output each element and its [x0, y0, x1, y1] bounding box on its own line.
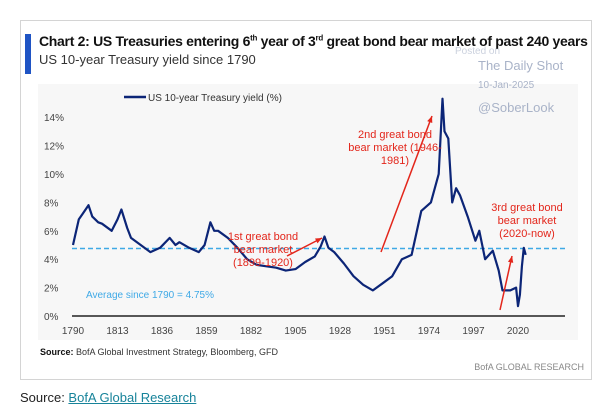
annotation-text: (2020-now) — [499, 228, 555, 240]
annotation-text: 2nd great bond — [358, 129, 432, 141]
accent-bar — [25, 34, 31, 74]
x-tick-label: 2020 — [507, 326, 530, 337]
annotation-arrow — [380, 115, 433, 253]
y-tick-label: 6% — [44, 227, 59, 238]
chart-source: Source: BofA Global Investment Strategy,… — [40, 347, 278, 357]
x-tick-label: 1836 — [151, 326, 174, 337]
annotation-text: 1981) — [381, 155, 409, 167]
annotation-text: bear market (1946- — [348, 142, 442, 154]
y-tick-label: 2% — [44, 284, 59, 295]
annotation-text: bear market — [234, 244, 293, 256]
y-tick-label: 8% — [44, 198, 59, 209]
watermark-name: The Daily Shot — [478, 58, 564, 73]
x-tick-label: 1951 — [373, 326, 396, 337]
x-tick-label: 1813 — [106, 326, 129, 337]
x-tick-label: 1974 — [418, 326, 441, 337]
y-tick-label: 0% — [44, 312, 59, 323]
arrow-head — [315, 238, 322, 244]
footer-source: Source: BofA Global Research — [20, 390, 197, 405]
watermark-handle: @SoberLook — [478, 100, 555, 115]
annotation-text: 3rd great bond — [491, 202, 563, 214]
arrow-head — [427, 116, 433, 123]
legend-label: US 10-year Treasury yield (%) — [148, 93, 282, 104]
watermark-posted: Posted on — [455, 46, 501, 57]
chart-subtitle: US 10-year Treasury yield since 1790 — [39, 52, 256, 67]
source-link[interactable]: BofA Global Research — [68, 390, 197, 405]
yield-series-line — [71, 97, 527, 308]
brand-label: BofA GLOBAL RESEARCH — [474, 362, 584, 372]
y-tick-label: 10% — [44, 170, 64, 181]
annotation-arrow — [499, 255, 513, 311]
annotation-text: bear market — [498, 215, 557, 227]
x-tick-label: 1928 — [329, 326, 352, 337]
x-tick-label: 1790 — [62, 326, 85, 337]
x-tick-label: 1859 — [195, 326, 218, 337]
plot-background — [38, 84, 578, 340]
x-tick-label: 1905 — [284, 326, 307, 337]
annotation-text: 1st great bond — [228, 231, 298, 243]
chart-title: Chart 2: US Treasuries entering 6th year… — [39, 33, 588, 49]
watermark-date: 10-Jan-2025 — [478, 80, 535, 91]
arrow-head — [507, 256, 514, 263]
y-tick-label: 14% — [44, 113, 64, 124]
y-tick-label: 12% — [44, 142, 64, 153]
annotation-arrow — [286, 237, 323, 257]
x-tick-label: 1997 — [462, 326, 485, 337]
average-label: Average since 1790 = 4.75% — [86, 290, 214, 301]
y-tick-label: 4% — [44, 255, 59, 266]
annotation-text: (1899-1920) — [233, 257, 293, 269]
x-tick-label: 1882 — [240, 326, 263, 337]
